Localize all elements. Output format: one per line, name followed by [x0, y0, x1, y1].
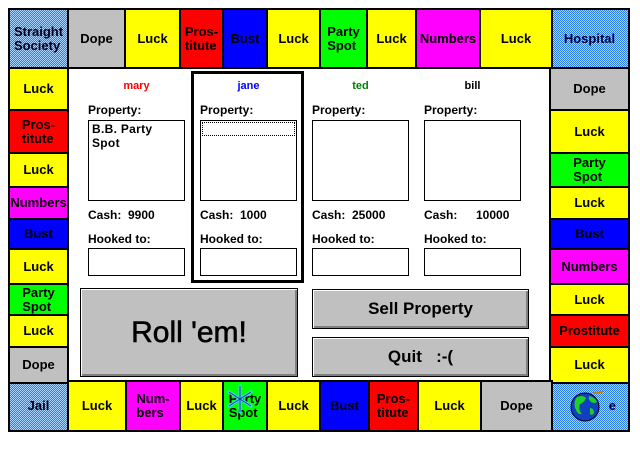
- property-item[interactable]: B.B. Party Spot: [92, 122, 153, 150]
- space-luck[interactable]: Luck: [549, 109, 630, 154]
- space-prostitute[interactable]: Prostitute: [549, 314, 630, 348]
- active-player-frame: [191, 71, 304, 283]
- space-dope[interactable]: Dope: [8, 346, 69, 384]
- space-luck[interactable]: Luck: [479, 8, 553, 69]
- cash-label: Cash:: [424, 208, 458, 222]
- corner-straight-society[interactable]: Straight Society: [8, 8, 69, 69]
- space-dope[interactable]: Dope: [67, 8, 126, 69]
- space-party[interactable]: Party Spot: [8, 283, 69, 316]
- property-label: Property:: [200, 103, 254, 117]
- property-label: Property:: [312, 103, 366, 117]
- space-luck[interactable]: Luck: [8, 314, 69, 348]
- hooked-to-label: Hooked to:: [312, 232, 375, 246]
- property-label: Property:: [424, 103, 478, 117]
- player-name: mary: [123, 80, 150, 92]
- space-numbers[interactable]: Numbers: [549, 248, 630, 285]
- space-luck[interactable]: Luck: [179, 380, 224, 432]
- space-luck[interactable]: Luck: [8, 248, 69, 285]
- space-bust[interactable]: Bust: [319, 380, 370, 432]
- space-prostitute[interactable]: Pros- titute: [8, 109, 69, 154]
- space-bust[interactable]: Bust: [222, 8, 268, 69]
- property-list[interactable]: B.B. Party Spot: [88, 120, 185, 201]
- hooked-to-field[interactable]: [200, 248, 297, 276]
- space-bust[interactable]: Bust: [549, 218, 630, 250]
- space-luck[interactable]: Luck: [67, 380, 127, 432]
- space-party[interactable]: Party Spot: [549, 152, 630, 188]
- player-name: jane: [237, 80, 260, 92]
- space-luck[interactable]: Luck: [417, 380, 482, 432]
- corner-hospital[interactable]: Hospital: [549, 8, 630, 69]
- space-numbers[interactable]: Numbers: [8, 186, 69, 220]
- space-dope[interactable]: Dope: [549, 67, 630, 111]
- property-list[interactable]: [424, 120, 521, 201]
- hooked-to-field[interactable]: [312, 248, 409, 276]
- space-bust[interactable]: Bust: [8, 218, 69, 250]
- hooked-to-field[interactable]: [424, 248, 521, 276]
- space-luck[interactable]: Luck: [549, 346, 630, 384]
- hooked-to-label: Hooked to:: [200, 232, 263, 246]
- space-luck[interactable]: Luck: [8, 67, 69, 111]
- cash-label: Cash:: [88, 208, 122, 222]
- space-prostitute[interactable]: Pros- titute: [368, 380, 419, 432]
- space-luck[interactable]: Luck: [266, 380, 321, 432]
- space-luck[interactable]: Luck: [549, 186, 630, 220]
- cash-label: Cash:: [200, 208, 234, 222]
- space-luck[interactable]: Luck: [266, 8, 321, 69]
- player-name: ted: [352, 80, 369, 92]
- space-dope[interactable]: Dope: [480, 380, 553, 432]
- sell-property-button[interactable]: Sell Property: [312, 289, 529, 329]
- property-label: Property:: [88, 103, 142, 117]
- space-numbers[interactable]: Numbers: [415, 8, 481, 69]
- hooked-to-label: Hooked to:: [88, 232, 151, 246]
- roll-button[interactable]: Roll 'em!: [80, 288, 298, 377]
- hooked-to-field[interactable]: [88, 248, 185, 276]
- space-prostitute[interactable]: Pros- titute: [179, 8, 224, 69]
- property-list[interactable]: [200, 120, 297, 201]
- cash-value: 25000: [352, 208, 386, 222]
- corner-jail[interactable]: Jail: [8, 380, 69, 432]
- space-luck[interactable]: Luck: [549, 283, 630, 316]
- cash-value: 10000: [476, 208, 510, 222]
- space-numbers[interactable]: Num- bers: [125, 380, 181, 432]
- space-luck[interactable]: Luck: [124, 8, 181, 69]
- space-party[interactable]: Party Spot: [319, 8, 368, 69]
- player-name: bill: [464, 80, 481, 92]
- snowflake-icon: [226, 384, 254, 414]
- cash-value: 1000: [240, 208, 267, 222]
- quit-button[interactable]: Quit :-(: [312, 337, 529, 377]
- focus-item[interactable]: [202, 122, 295, 136]
- space-luck[interactable]: Luck: [8, 152, 69, 188]
- cash-value: 9900: [128, 208, 155, 222]
- property-list[interactable]: [312, 120, 409, 201]
- space-luck[interactable]: Luck: [366, 8, 417, 69]
- globe-icon: [570, 388, 604, 424]
- hooked-to-label: Hooked to:: [424, 232, 487, 246]
- cash-label: Cash:: [312, 208, 346, 222]
